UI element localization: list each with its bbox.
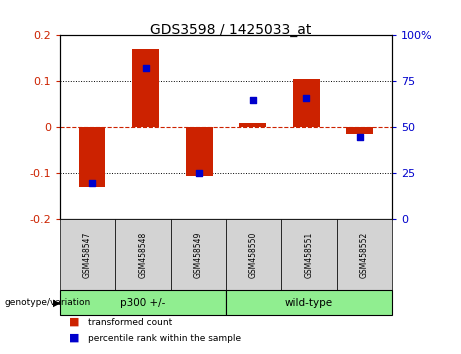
Bar (239, 123, 266, 127)
Point (249, 97, 256, 103)
Bar (79, 127, 106, 187)
Point (195, 171, 203, 176)
Text: GSM458550: GSM458550 (249, 232, 258, 278)
Bar (132, 49, 159, 127)
Bar (346, 127, 373, 134)
Text: GSM458547: GSM458547 (83, 232, 92, 278)
Text: transformed count: transformed count (88, 318, 172, 327)
Bar (186, 127, 213, 176)
Text: GSM458552: GSM458552 (360, 232, 369, 278)
Text: ■: ■ (69, 317, 80, 327)
Point (356, 134, 363, 139)
Bar (293, 79, 319, 127)
Point (89, 180, 96, 185)
Text: genotype/variation: genotype/variation (5, 298, 91, 307)
Point (302, 95, 310, 101)
Text: GSM458549: GSM458549 (194, 232, 203, 278)
Text: percentile rank within the sample: percentile rank within the sample (88, 333, 241, 343)
Point (142, 65, 149, 70)
Text: wild-type: wild-type (285, 298, 333, 308)
Text: GDS3598 / 1425033_at: GDS3598 / 1425033_at (150, 23, 311, 37)
Text: ▶: ▶ (53, 298, 60, 308)
Text: GSM458548: GSM458548 (138, 232, 148, 278)
Text: p300 +/-: p300 +/- (120, 298, 165, 308)
Text: ■: ■ (69, 333, 80, 343)
Text: GSM458551: GSM458551 (304, 232, 313, 278)
